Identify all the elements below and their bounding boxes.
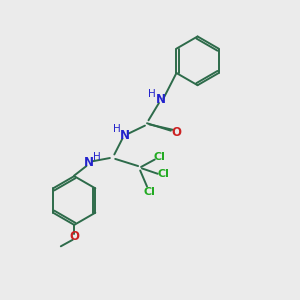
Text: N: N	[120, 129, 130, 142]
Text: Cl: Cl	[157, 169, 169, 179]
Text: Cl: Cl	[144, 187, 156, 196]
Text: N: N	[83, 156, 94, 169]
Text: H: H	[93, 152, 101, 161]
Text: N: N	[155, 93, 165, 106]
Text: O: O	[70, 230, 80, 243]
Text: O: O	[171, 126, 181, 139]
Text: H: H	[112, 124, 120, 134]
Text: H: H	[148, 88, 156, 98]
Text: Cl: Cl	[154, 152, 165, 162]
